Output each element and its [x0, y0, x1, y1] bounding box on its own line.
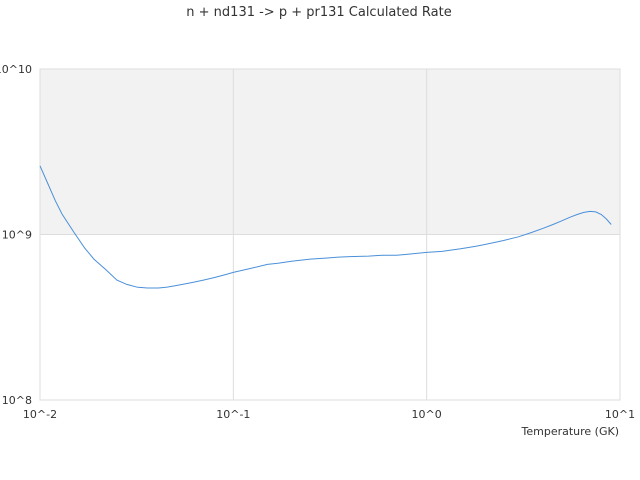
x-axis-title: Temperature (GK): [521, 425, 620, 438]
y-tick-label: 10^8: [2, 394, 32, 407]
shaded-band: [40, 69, 620, 235]
y-tick-label: 10^10: [0, 63, 32, 76]
x-tick-label: 10^-2: [23, 408, 57, 421]
y-tick-label: 10^9: [2, 229, 32, 242]
plot-border: [39, 68, 621, 401]
series-line: [39, 165, 612, 289]
x-tick-label: 10^-1: [216, 408, 250, 421]
x-tick-label: 10^1: [605, 408, 635, 421]
chart-title: n + nd131 -> p + pr131 Calculated Rate: [186, 5, 451, 20]
x-tick-label: 10^0: [412, 408, 442, 421]
